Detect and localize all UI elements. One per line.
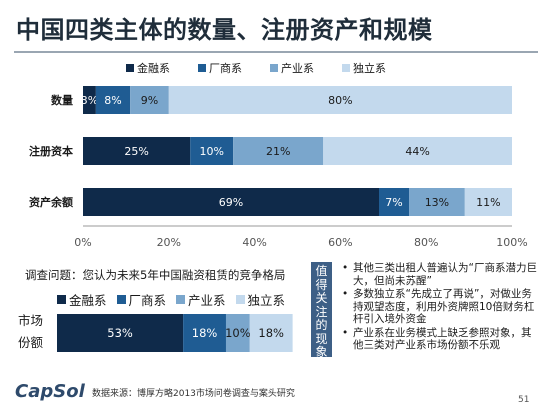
vertical-label-char: 注: [315, 304, 328, 319]
bar-segment: [225, 314, 250, 352]
note-item: 多数独立系“先成立了再说”，对做业务持观望态度，利用外资牌照10倍财务杠杆引入境…: [341, 288, 541, 326]
legend-item-2: 产业系: [270, 60, 314, 76]
legend-item-1: 厂商系: [116, 290, 167, 309]
bar-segment: [249, 314, 293, 352]
x-tick-label: 60%: [328, 236, 352, 249]
vertical-label-char: 关: [315, 291, 328, 305]
legend-item-2: 产业系: [176, 290, 226, 309]
bar-segment: [323, 137, 512, 165]
data-label: 9%: [141, 94, 158, 107]
bar-segment: [464, 188, 512, 216]
data-label: 10%: [199, 145, 223, 158]
legend-label: 金融系: [69, 293, 107, 308]
legend-label: 独立系: [247, 293, 286, 308]
data-label: 21%: [266, 145, 290, 158]
legend-swatch: [235, 295, 245, 304]
data-label: 11%: [476, 196, 500, 209]
legend-label: 产业系: [188, 293, 226, 308]
legend-swatch: [57, 295, 66, 304]
bar-segment: [379, 188, 410, 216]
vertical-label-char: 象: [315, 345, 328, 359]
legend-top: 金融系 厂商系 产业系 独立系: [126, 60, 414, 76]
legend-label: 金融系: [137, 62, 170, 75]
bar-segment: [57, 314, 184, 352]
legend-label: 产业系: [281, 62, 314, 75]
note-item: 产业系在业务模式上缺乏参照对象，其他三类对产业系市场份额不乐观: [341, 327, 541, 352]
stacked-bar-chart-main: 数量 3% 8% 9% 80% 注册资本 25% 10% 21% 44% 资产余额 69% 7% 13% 1…: [29, 86, 528, 249]
category-label: 注册资本: [29, 144, 73, 158]
legend-item-0: 金融系: [126, 60, 170, 76]
data-label: 18%: [258, 326, 284, 340]
legend-swatch: [126, 64, 134, 72]
x-tick-label: 0%: [74, 236, 91, 249]
stacked-bar-chart-market-share: 市场份额 53% 18% 10% 18%: [18, 313, 293, 352]
bar-segment: [409, 188, 465, 216]
category-label: 资产余额: [29, 195, 73, 209]
data-label: 18%: [192, 326, 218, 340]
bar-segment: [168, 86, 513, 114]
bar-segment: [83, 188, 380, 216]
bar-segment: [130, 86, 169, 114]
x-tick-label: 20%: [157, 236, 181, 249]
data-label: 53%: [107, 326, 133, 340]
category-label: 份额: [18, 335, 44, 350]
legend-swatch: [198, 64, 206, 72]
data-label: 3%: [81, 94, 98, 107]
bar-segment: [95, 86, 131, 114]
vertical-label-char: 的: [315, 318, 328, 332]
title-divider: [14, 51, 538, 53]
x-tick-label: 100%: [496, 236, 527, 249]
legend-bottom: 金融系 厂商系 产业系 独立系: [57, 290, 295, 309]
capsol-logo: CapSol: [15, 381, 85, 402]
legend-label: 厂商系: [128, 293, 167, 308]
legend-swatch: [116, 295, 126, 304]
legend-item-1: 厂商系: [198, 60, 242, 76]
data-label: 44%: [405, 145, 429, 158]
legend-label: 厂商系: [209, 62, 242, 75]
legend-swatch: [342, 64, 350, 72]
vertical-label-char: 值: [315, 264, 328, 278]
note-item: 其他三类出租人普遍认为“厂商系潜力巨大，但尚未苏醒”: [341, 262, 541, 287]
legend-swatch: [176, 295, 186, 304]
bar-segment: [233, 137, 324, 165]
data-source: 数据来源：博厚方略2013市场问卷调查与案头研究: [92, 389, 295, 399]
category-label: 数量: [51, 93, 73, 107]
bar-segment: [83, 86, 96, 114]
slide-title: 中国四类主体的数量、注册资产和规模: [16, 16, 433, 44]
legend-swatch: [270, 64, 278, 72]
data-label: 8%: [104, 94, 121, 107]
bar-segment: [83, 137, 191, 165]
legend-label: 独立系: [353, 62, 386, 75]
x-tick-label: 40%: [242, 236, 266, 249]
survey-question: 调查问题：您认为未来5年中国融资租赁的竞争格局: [25, 268, 286, 282]
vertical-label-char: 得: [315, 277, 328, 292]
legend-item-0: 金融系: [57, 290, 107, 309]
data-label: 13%: [425, 196, 449, 209]
vertical-callout-label: 值得关注的现象: [311, 262, 332, 359]
legend-item-3: 独立系: [342, 60, 386, 76]
data-label: 69%: [219, 196, 243, 209]
data-label: 7%: [385, 196, 402, 209]
data-label: 25%: [124, 145, 148, 158]
data-label: 10%: [225, 326, 251, 340]
notes-list: 其他三类出租人普遍认为“厂商系潜力巨大，但尚未苏醒”多数独立系“先成立了再说”，…: [341, 262, 541, 353]
category-label: 市场: [18, 313, 43, 328]
x-tick-label: 80%: [414, 236, 438, 249]
page-number: 51: [518, 395, 530, 405]
legend-item-3: 独立系: [235, 290, 286, 309]
data-label: 80%: [328, 94, 352, 107]
vertical-label-char: 现: [315, 331, 328, 346]
bar-segment: [190, 137, 234, 165]
bar-segment: [183, 314, 226, 352]
